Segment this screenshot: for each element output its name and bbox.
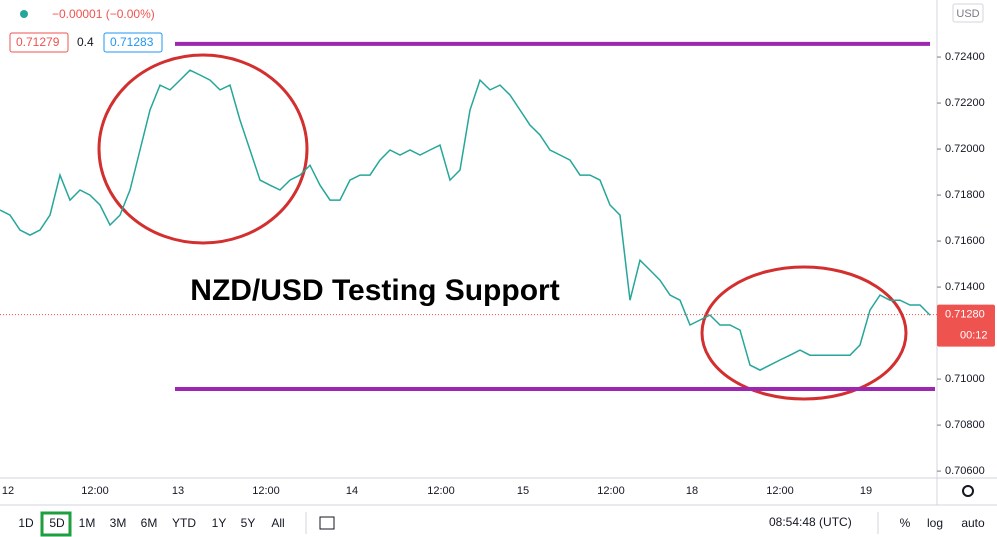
- clock: 08:54:48 (UTC): [769, 515, 852, 529]
- x-tick-label: 12:00: [597, 485, 625, 497]
- ask[interactable]: 0.71283: [110, 35, 154, 49]
- range-button[interactable]: 5Y: [241, 516, 256, 530]
- ellipse-drawing: [97, 53, 309, 245]
- last-price-box: [937, 304, 995, 347]
- range-button[interactable]: 6M: [141, 516, 158, 530]
- option-button[interactable]: log: [927, 516, 943, 530]
- x-tick-label: 12:00: [766, 485, 794, 497]
- y-tick-label: 0.71400: [945, 281, 985, 293]
- y-tick-label: 0.70600: [945, 465, 985, 477]
- x-tick-label: 19: [860, 485, 872, 497]
- bid[interactable]: 0.71279: [16, 35, 60, 49]
- annotation: NZD/USD Testing Support: [190, 274, 559, 307]
- icon-part[interactable]: [319, 516, 335, 530]
- range-button[interactable]: YTD: [172, 516, 196, 530]
- y-tick-label: 0.71800: [945, 189, 985, 201]
- last-price-label: 0.71280: [945, 309, 985, 321]
- y-tick-label: 0.72000: [945, 143, 985, 155]
- legend-change: −0.00001 (−0.00%): [52, 7, 155, 21]
- range-button[interactable]: All: [271, 516, 284, 530]
- bid-box[interactable]: [9, 32, 69, 53]
- x-tick-label: 15: [517, 485, 529, 497]
- x-tick-label: 12:00: [427, 485, 455, 497]
- y-tick-label: 0.72400: [945, 51, 985, 63]
- range-button[interactable]: 1M: [79, 516, 96, 530]
- x-tick-label: 14: [346, 485, 358, 497]
- option-button[interactable]: %: [900, 516, 911, 530]
- status-dot: [20, 10, 28, 18]
- range-button[interactable]: 1D: [18, 516, 34, 530]
- option-button[interactable]: auto: [961, 516, 985, 530]
- y-tick-label: 0.72200: [945, 97, 985, 109]
- x-tick-label: 12:00: [252, 485, 280, 497]
- settings-icon[interactable]: [962, 485, 974, 497]
- spread: 0.4: [77, 35, 94, 49]
- y-tick-label: 0.71000: [945, 373, 985, 385]
- goto-date-icon[interactable]: [319, 516, 335, 530]
- range-button[interactable]: 5D: [49, 516, 65, 530]
- range-button[interactable]: 1Y: [212, 516, 227, 530]
- x-tick-label: 12:00: [81, 485, 109, 497]
- ellipse-drawing: [700, 265, 908, 401]
- x-tick-label: 12: [2, 485, 14, 497]
- range-button[interactable]: 3M: [110, 516, 127, 530]
- ask-box[interactable]: [103, 32, 163, 53]
- x-tick-label: 18: [686, 485, 698, 497]
- currency-box[interactable]: [952, 3, 984, 23]
- x-tick-label: 13: [172, 485, 184, 497]
- currency[interactable]: USD: [956, 8, 979, 20]
- range-selected: [40, 511, 72, 537]
- y-tick-label: 0.71600: [945, 235, 985, 247]
- y-tick-label: 0.70800: [945, 419, 985, 431]
- countdown: 00:12: [960, 330, 988, 342]
- price-line: [0, 69, 931, 371]
